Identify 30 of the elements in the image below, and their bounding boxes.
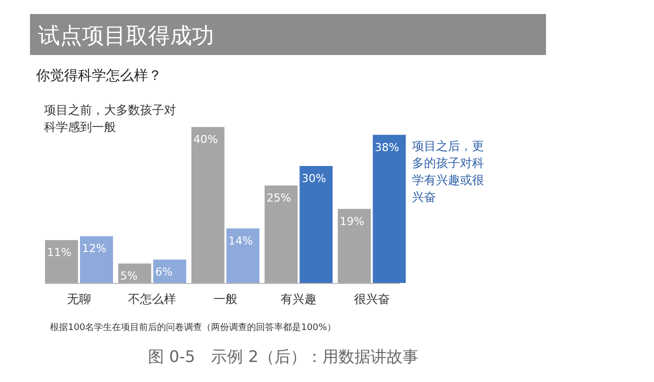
bar xyxy=(153,260,186,283)
bar xyxy=(338,208,371,283)
data-label: 11% xyxy=(47,246,72,260)
bar xyxy=(226,228,260,283)
bar xyxy=(300,166,333,283)
bar xyxy=(372,134,406,283)
x-tick-label: 很兴奋 xyxy=(354,292,390,306)
data-label: 25% xyxy=(266,192,292,204)
x-tick-label: 一般 xyxy=(213,292,238,306)
bar xyxy=(264,186,298,283)
chart-title: 试点项目取得成功 xyxy=(38,24,214,49)
data-label: 14% xyxy=(228,234,253,248)
data-label: 30% xyxy=(302,172,326,185)
x-tick-label: 无聊 xyxy=(67,292,91,306)
bar xyxy=(45,240,78,283)
data-label: 40% xyxy=(193,133,218,146)
x-tick-label: 有兴趣 xyxy=(280,292,317,306)
data-label: 19% xyxy=(340,214,364,228)
x-tick-label: 不怎么样 xyxy=(128,292,176,306)
data-label: 6% xyxy=(155,266,173,279)
text: 项目之后，更多的孩子对科学有兴趣或很兴奋 xyxy=(412,139,484,204)
text: 根据100名学生在项目前后的问卷调查（两份调查的回答率都是100%） xyxy=(50,322,336,333)
data-label: 38% xyxy=(374,140,400,154)
caption: 图 0-5 示例 2（后）：用数据讲故事 xyxy=(148,347,418,366)
chart-subtitle: 你觉得科学怎么样？ xyxy=(35,68,162,84)
bar xyxy=(80,236,113,283)
bar xyxy=(191,127,224,283)
data-label: 5% xyxy=(120,270,138,282)
data-label: 12% xyxy=(82,242,106,256)
annotation: 项目之前，大多数孩子对科学感到一般 xyxy=(44,103,176,134)
